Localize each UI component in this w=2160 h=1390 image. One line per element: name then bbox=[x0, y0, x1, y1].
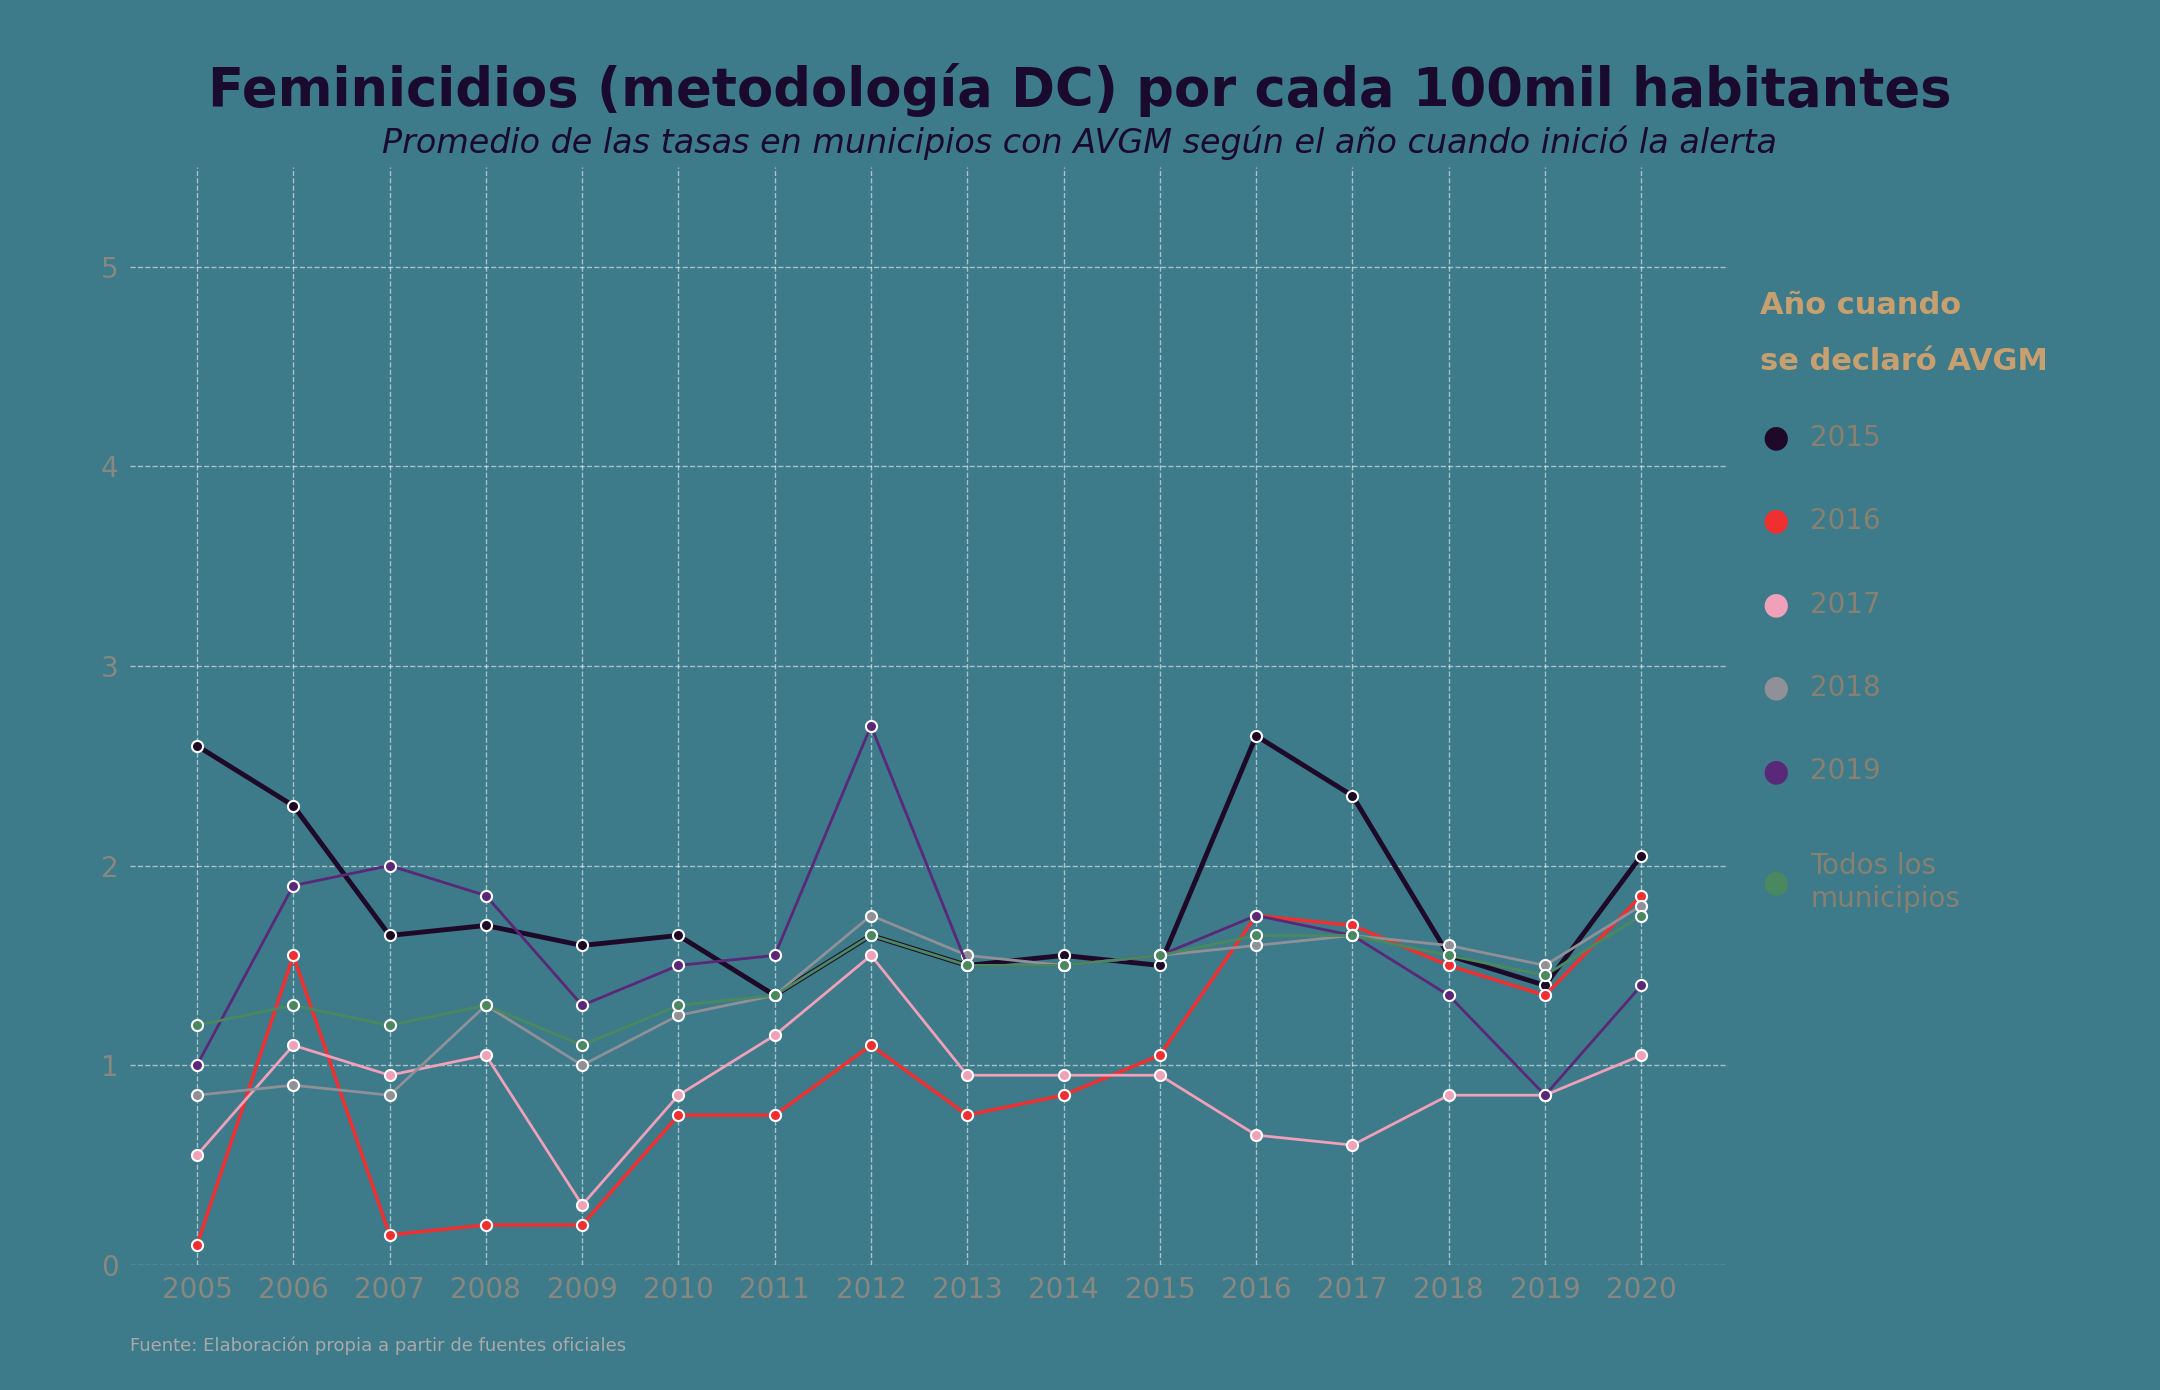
Text: se declaró AVGM: se declaró AVGM bbox=[1760, 348, 2048, 375]
Text: Promedio de las tasas en municipios con AVGM según el año cuando inició la alert: Promedio de las tasas en municipios con … bbox=[382, 125, 1778, 160]
Text: 2016: 2016 bbox=[1810, 507, 1881, 535]
Text: ●: ● bbox=[1763, 424, 1788, 452]
Text: Feminicidios (metodología DC) por cada 100mil habitantes: Feminicidios (metodología DC) por cada 1… bbox=[207, 63, 1953, 117]
Text: Fuente: Elaboración propia a partir de fuentes oficiales: Fuente: Elaboración propia a partir de f… bbox=[130, 1337, 626, 1355]
Text: 2018: 2018 bbox=[1810, 674, 1881, 702]
Text: 2015: 2015 bbox=[1810, 424, 1881, 452]
Text: ●: ● bbox=[1763, 591, 1788, 619]
Text: ●: ● bbox=[1763, 674, 1788, 702]
Text: ●: ● bbox=[1763, 869, 1788, 897]
Text: ●: ● bbox=[1763, 758, 1788, 785]
Text: Todos los
municipios: Todos los municipios bbox=[1810, 852, 1959, 913]
Text: 2019: 2019 bbox=[1810, 758, 1881, 785]
Text: ●: ● bbox=[1763, 507, 1788, 535]
Text: Año cuando: Año cuando bbox=[1760, 292, 1961, 320]
Text: 2017: 2017 bbox=[1810, 591, 1881, 619]
